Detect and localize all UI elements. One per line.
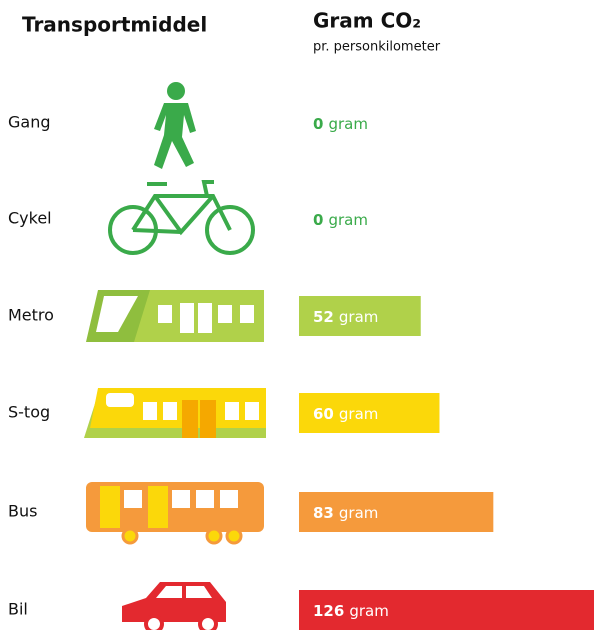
metro-icon <box>86 290 264 342</box>
value-label: 126 gram <box>313 602 389 620</box>
walker-icon <box>154 82 196 169</box>
value-label: 52 gram <box>313 308 378 326</box>
value-unit: gram <box>339 504 379 522</box>
value-unit: gram <box>349 602 389 620</box>
value-number: 0 <box>313 115 323 133</box>
category-label: Gang <box>8 113 51 132</box>
value-label: 0 gram <box>313 211 368 229</box>
value-number: 126 <box>313 602 344 620</box>
chart-title: Gram CO₂ <box>313 9 421 33</box>
s-tog-icon <box>84 388 266 438</box>
chart: Transportmiddel Gram CO₂ pr. personkilom… <box>0 0 594 630</box>
value-label: 60 gram <box>313 405 378 423</box>
value-number: 83 <box>313 504 334 522</box>
category-label: Cykel <box>8 209 52 228</box>
value-number: 0 <box>313 211 323 229</box>
category-label: Bil <box>8 600 28 619</box>
value-label: 0 gram <box>313 115 368 133</box>
bus-icon <box>86 482 264 543</box>
category-label: Bus <box>8 502 37 521</box>
chart-subtitle: pr. personkilometer <box>313 40 441 55</box>
value-unit: gram <box>339 308 379 326</box>
category-label: Metro <box>8 306 54 325</box>
value-unit: gram <box>328 115 368 133</box>
value-unit: gram <box>339 405 379 423</box>
car-icon <box>122 582 226 630</box>
value-label: 83 gram <box>313 504 378 522</box>
value-unit: gram <box>328 211 368 229</box>
left-header: Transportmiddel <box>22 13 207 37</box>
value-number: 60 <box>313 405 334 423</box>
value-number: 52 <box>313 308 334 326</box>
bike-icon <box>110 182 253 253</box>
category-label: S-tog <box>8 403 50 422</box>
